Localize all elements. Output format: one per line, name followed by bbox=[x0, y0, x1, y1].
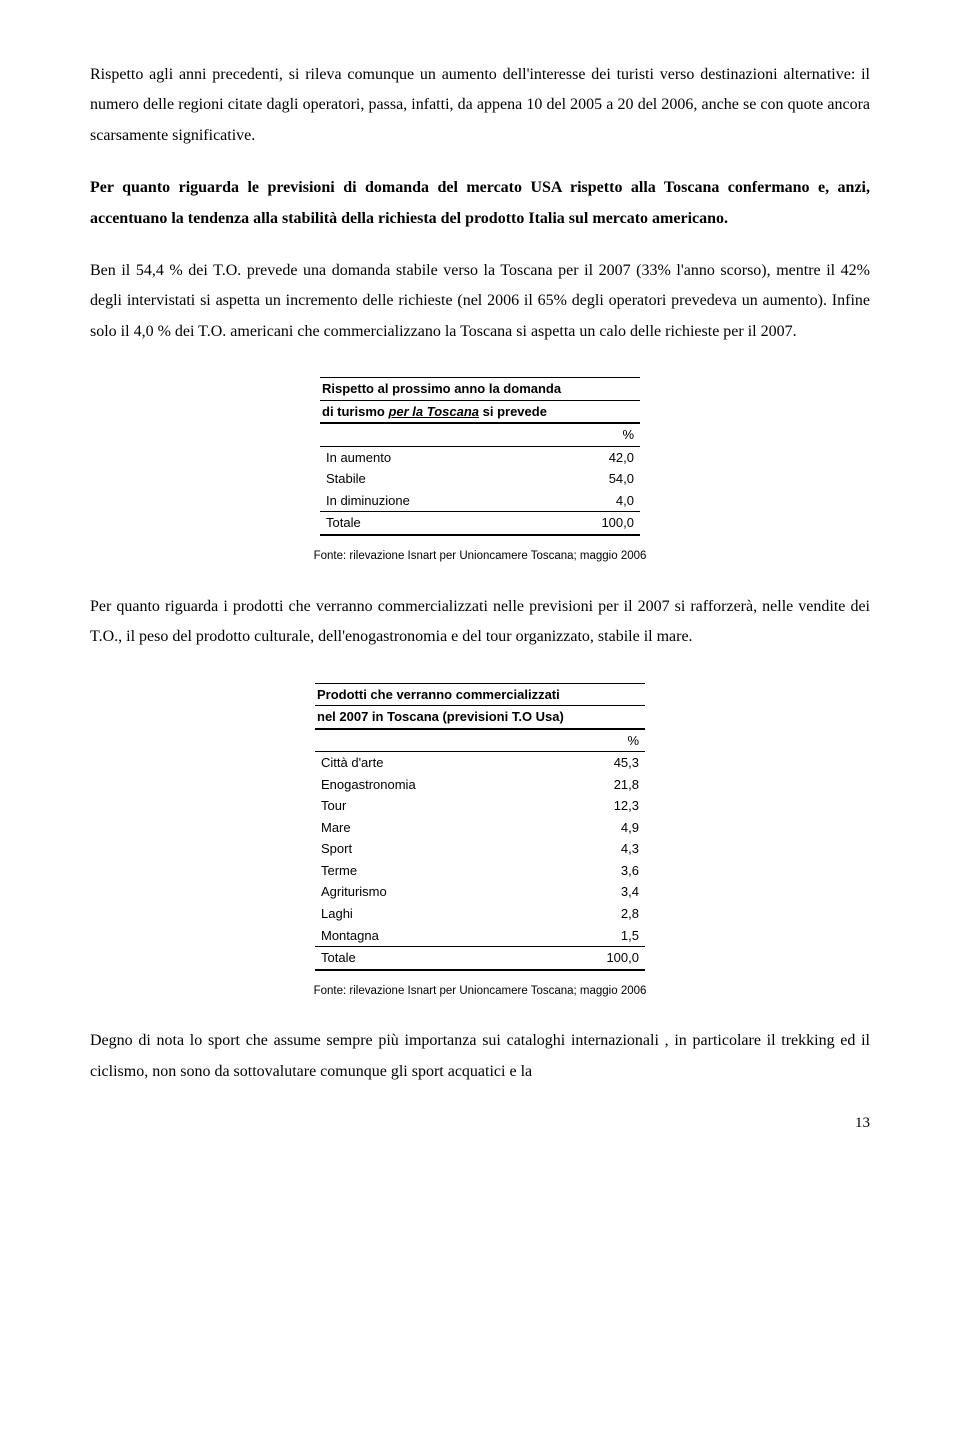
t2-r7-label: Laghi bbox=[315, 903, 548, 925]
t2-r8-value: 1,5 bbox=[548, 925, 645, 947]
t2-total-value: 100,0 bbox=[548, 947, 645, 970]
t1-r2-value: 4,0 bbox=[538, 490, 640, 512]
t2-r6-label: Agriturismo bbox=[315, 881, 548, 903]
table2-title-line2: nel 2007 in Toscana (previsioni T.O Usa) bbox=[315, 706, 645, 729]
table1-title-line2: di turismo per la Toscana si prevede bbox=[320, 400, 640, 423]
t2-r0-label: Città d'arte bbox=[315, 752, 548, 774]
t2-r0-value: 45,3 bbox=[548, 752, 645, 774]
t2-r2-label: Tour bbox=[315, 795, 548, 817]
table1-col-header: % bbox=[538, 423, 640, 446]
t1-r0-label: In aumento bbox=[320, 446, 538, 468]
t2-r1-label: Enogastronomia bbox=[315, 774, 548, 796]
t2-r5-label: Terme bbox=[315, 860, 548, 882]
t1-total-label: Totale bbox=[320, 512, 538, 535]
t2-r2-value: 12,3 bbox=[548, 795, 645, 817]
t2-r3-label: Mare bbox=[315, 817, 548, 839]
table1-source: Fonte: rilevazione Isnart per Unioncamer… bbox=[90, 550, 870, 564]
page-number: 13 bbox=[90, 1109, 870, 1138]
table2-col-header: % bbox=[548, 729, 645, 752]
table1-title-line1: Rispetto al prossimo anno la domanda bbox=[320, 378, 640, 401]
t2-r7-value: 2,8 bbox=[548, 903, 645, 925]
table2-title-line1: Prodotti che verranno commercializzati bbox=[315, 683, 645, 706]
t2-total-label: Totale bbox=[315, 947, 548, 970]
table1-col-empty bbox=[320, 423, 538, 446]
forecast-table: Rispetto al prossimo anno la domanda di … bbox=[320, 377, 640, 536]
t1-total-value: 100,0 bbox=[538, 512, 640, 535]
table-2-wrap: Prodotti che verranno commercializzati n… bbox=[90, 683, 870, 971]
table2-col-empty bbox=[315, 729, 548, 752]
t1-r2-label: In diminuzione bbox=[320, 490, 538, 512]
t2-r4-label: Sport bbox=[315, 838, 548, 860]
t1-r0-value: 42,0 bbox=[538, 446, 640, 468]
paragraph-3: Ben il 54,4 % dei T.O. prevede una doman… bbox=[90, 256, 870, 347]
t2-r3-value: 4,9 bbox=[548, 817, 645, 839]
paragraph-1: Rispetto agli anni precedenti, si rileva… bbox=[90, 60, 870, 151]
table2-source: Fonte: rilevazione Isnart per Unioncamer… bbox=[90, 985, 870, 999]
t1-r1-value: 54,0 bbox=[538, 468, 640, 490]
t2-r4-value: 4,3 bbox=[548, 838, 645, 860]
t2-r8-label: Montagna bbox=[315, 925, 548, 947]
paragraph-5: Degno di nota lo sport che assume sempre… bbox=[90, 1026, 870, 1087]
paragraph-4: Per quanto riguarda i prodotti che verra… bbox=[90, 592, 870, 653]
t2-r6-value: 3,4 bbox=[548, 881, 645, 903]
t2-r5-value: 3,6 bbox=[548, 860, 645, 882]
t1-r1-label: Stabile bbox=[320, 468, 538, 490]
t2-r1-value: 21,8 bbox=[548, 774, 645, 796]
paragraph-2: Per quanto riguarda le previsioni di dom… bbox=[90, 173, 870, 234]
products-table: Prodotti che verranno commercializzati n… bbox=[315, 683, 645, 971]
table-1-wrap: Rispetto al prossimo anno la domanda di … bbox=[90, 377, 870, 536]
